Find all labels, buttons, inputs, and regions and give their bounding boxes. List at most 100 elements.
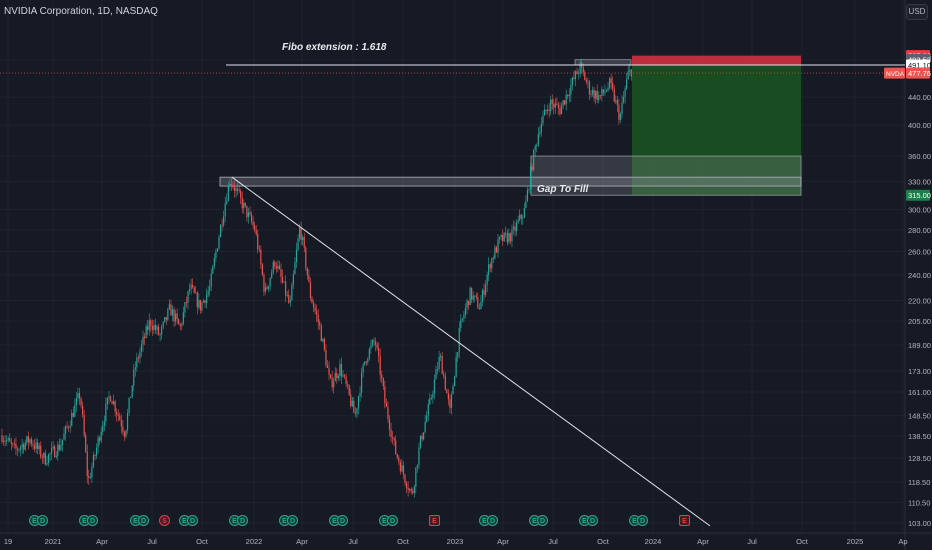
- candle-body: [619, 113, 622, 120]
- candle-body: [150, 320, 152, 327]
- candle-body: [388, 418, 391, 430]
- dividend-icon[interactable]: D: [537, 515, 548, 526]
- candle-body: [595, 90, 597, 99]
- candle-body: [361, 372, 363, 393]
- candle-body: [573, 77, 575, 79]
- candle-body: [43, 452, 45, 458]
- dividend-icon[interactable]: D: [587, 515, 598, 526]
- candle-body: [108, 396, 110, 398]
- candle-body: [522, 217, 524, 219]
- candle-body: [426, 415, 428, 422]
- candle-body: [2, 440, 5, 442]
- candle-body: [571, 77, 573, 86]
- candle-body: [119, 415, 121, 421]
- candle-body: [277, 265, 279, 269]
- candle-body: [339, 364, 341, 376]
- candle-body: [300, 227, 302, 240]
- candle-body: [416, 465, 418, 468]
- candle-body: [584, 72, 586, 81]
- time-tick-label: Ap: [898, 537, 907, 546]
- candle-body: [111, 401, 113, 405]
- time-tick-label: Oct: [397, 537, 410, 546]
- candle-body: [523, 208, 525, 218]
- candle-body: [216, 248, 219, 252]
- time-tick-label: 19: [4, 537, 12, 546]
- candle-body: [164, 317, 166, 322]
- currency-button[interactable]: USD: [906, 4, 928, 20]
- candle-body: [269, 277, 271, 287]
- candle-body: [77, 393, 79, 399]
- candle-body: [405, 483, 408, 489]
- gap-annotation[interactable]: Gap To Fill: [537, 184, 589, 195]
- dividend-icon[interactable]: D: [37, 515, 48, 526]
- candle-body: [455, 357, 457, 377]
- candle-body: [69, 426, 71, 428]
- candle-body: [585, 80, 587, 82]
- candle-body: [206, 294, 208, 304]
- candle-body: [393, 437, 395, 441]
- candle-body: [83, 414, 85, 436]
- price-axis[interactable]: 103.00 110.50 118.50 128.50 138.50 148.50 161.…: [908, 56, 931, 528]
- candle-body: [387, 406, 389, 419]
- dividend-icon[interactable]: D: [387, 515, 398, 526]
- candle-body: [430, 397, 432, 399]
- candle-body: [467, 300, 470, 306]
- dividend-icon[interactable]: D: [187, 515, 198, 526]
- candle-body: [464, 307, 467, 315]
- price-tick-label: 110.50: [908, 498, 930, 507]
- candle-body: [440, 355, 442, 357]
- fibo-annotation[interactable]: Fibo extension : 1.618: [282, 42, 387, 53]
- upcoming-earnings-icon[interactable]: E: [429, 515, 440, 526]
- candle-body: [55, 455, 57, 458]
- candle-body: [117, 414, 119, 416]
- price-tick-label: 189.00: [908, 341, 931, 350]
- upcoming-earnings-icon[interactable]: E: [679, 515, 690, 526]
- candle-body: [517, 220, 519, 223]
- candle-body: [516, 222, 518, 232]
- candle-body: [221, 224, 223, 226]
- candle-body: [254, 225, 256, 231]
- stop-loss-zone: [632, 55, 801, 65]
- candle-body: [209, 286, 211, 291]
- symbol-title[interactable]: NVIDIA Corporation, 1D, NASDAQ: [4, 6, 158, 17]
- dividend-icon[interactable]: D: [337, 515, 348, 526]
- time-tick-label: 2023: [447, 537, 464, 546]
- candle-body: [192, 284, 194, 288]
- candle-body: [466, 300, 468, 308]
- candle-body: [133, 369, 135, 386]
- split-icon[interactable]: S: [159, 515, 170, 526]
- candle-body: [263, 274, 265, 292]
- candle-body: [288, 295, 290, 303]
- candle-body: [165, 317, 167, 320]
- candle-body: [198, 300, 200, 308]
- candle-body: [404, 474, 406, 484]
- resistance-zone: [219, 176, 802, 187]
- candle-body: [274, 261, 276, 267]
- candle-body: [294, 262, 296, 275]
- candle-body: [128, 397, 130, 413]
- dividend-icon[interactable]: D: [87, 515, 98, 526]
- candle-body: [145, 326, 147, 338]
- level-price-tag: 491.10: [908, 61, 931, 70]
- dividend-icon[interactable]: D: [287, 515, 298, 526]
- candle-body: [240, 191, 242, 198]
- candle-body: [528, 189, 530, 191]
- price-tick-label: 128.50: [908, 454, 931, 463]
- candle-body: [367, 358, 369, 363]
- candle-body: [480, 301, 482, 310]
- dividend-icon[interactable]: D: [237, 515, 248, 526]
- candle-body: [190, 284, 192, 290]
- candle-body: [421, 435, 423, 440]
- candle-body: [334, 372, 336, 382]
- candle-body: [223, 216, 225, 225]
- candle-body: [557, 104, 560, 108]
- dividend-icon[interactable]: D: [138, 515, 149, 526]
- candle-body: [134, 367, 136, 370]
- dividend-icon[interactable]: D: [637, 515, 648, 526]
- candle-body: [219, 224, 222, 237]
- candle-body: [553, 103, 555, 108]
- dividend-icon[interactable]: D: [487, 515, 498, 526]
- time-axis[interactable]: 19 2021 Apr Jul Oct 2022 Apr Jul Oct 2023 Apr Jul Oc…: [4, 537, 908, 546]
